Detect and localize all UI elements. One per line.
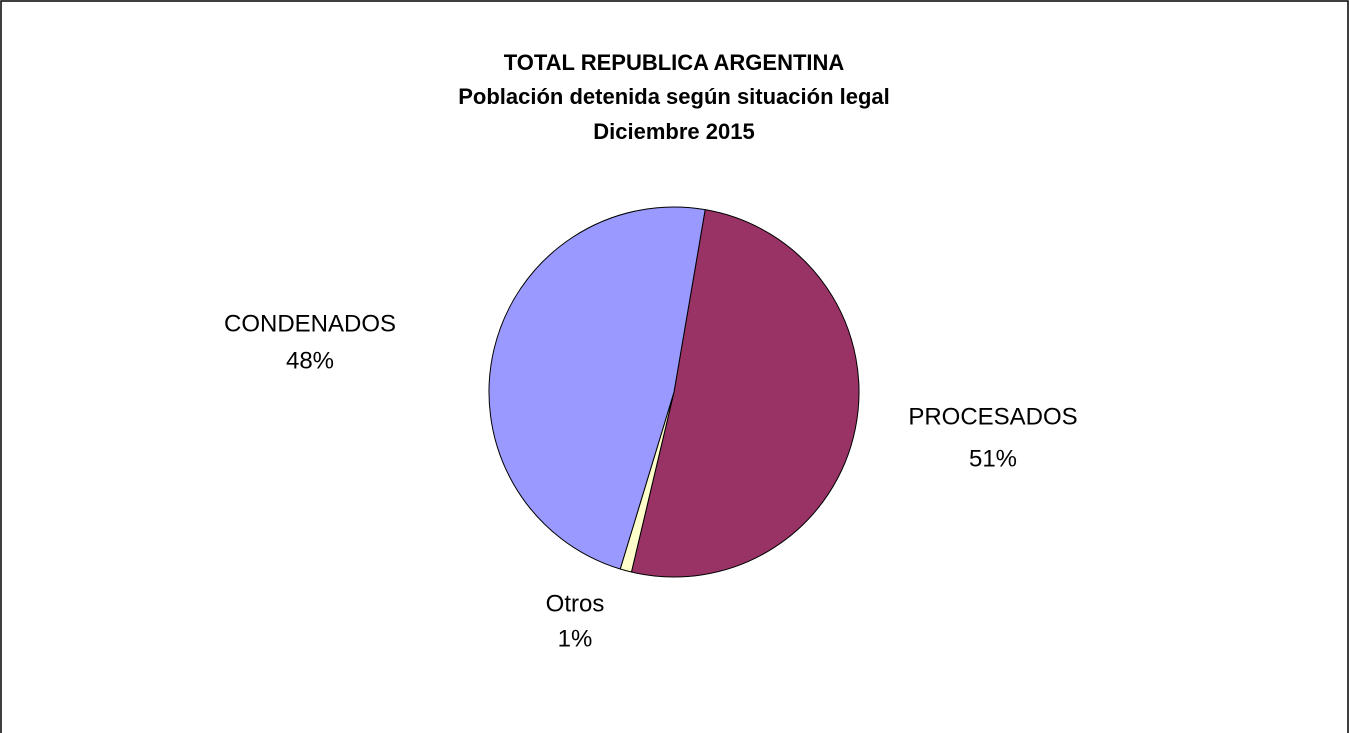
pie-slice bbox=[630, 209, 860, 578]
slice-value-label: 51% bbox=[969, 445, 1017, 472]
slice-value-label: 48% bbox=[286, 347, 334, 374]
slice-label: Otros bbox=[546, 590, 605, 617]
slice-value-label: 1% bbox=[558, 625, 593, 652]
chart-title: TOTAL REPUBLICA ARGENTINA bbox=[504, 50, 845, 75]
slice-label: PROCESADOS bbox=[908, 403, 1077, 430]
pie-slice bbox=[488, 206, 706, 570]
chart-subtitle: Población detenida según situación legal bbox=[458, 84, 890, 109]
slice-label: CONDENADOS bbox=[224, 310, 396, 337]
chart-date: Diciembre 2015 bbox=[593, 119, 754, 144]
